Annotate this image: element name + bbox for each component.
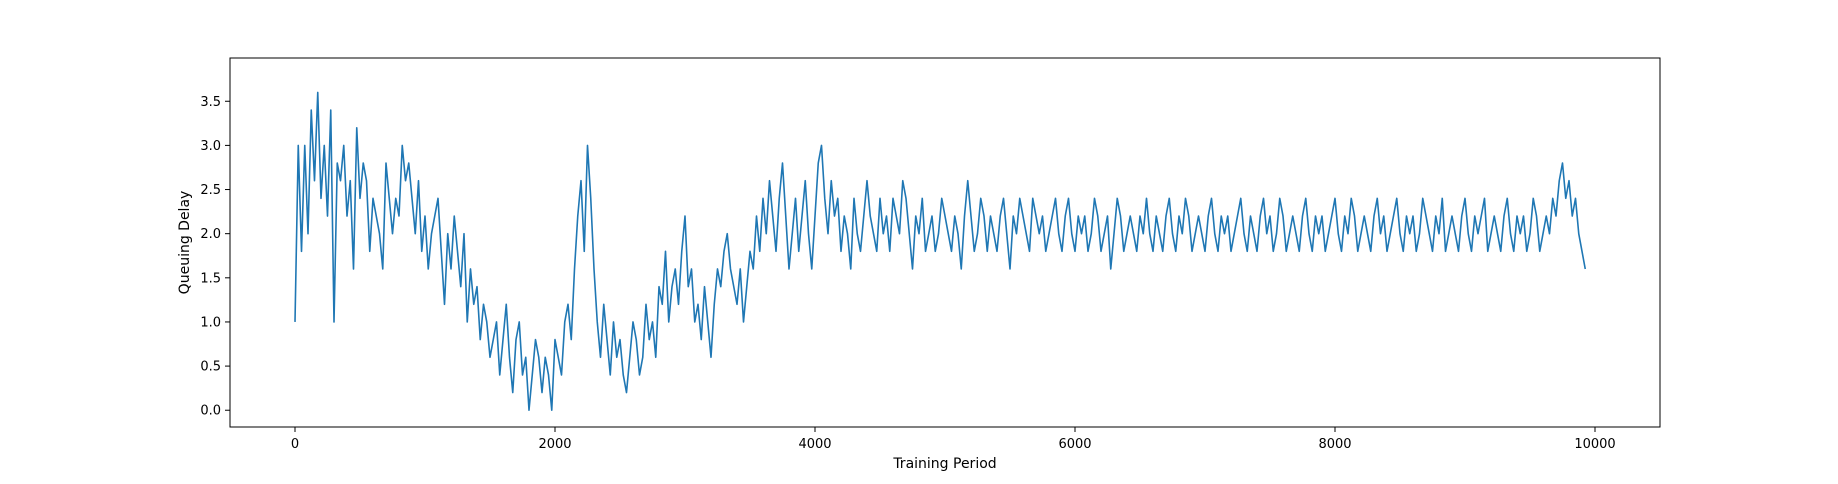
- y-tick-label: 1.0: [200, 315, 221, 330]
- y-tick-label: 0.5: [200, 360, 221, 375]
- x-tick-label: 6000: [1058, 437, 1091, 452]
- x-tick-label: 8000: [1318, 437, 1351, 452]
- y-tick-label: 2.0: [200, 227, 221, 242]
- y-tick-label: 2.5: [200, 183, 221, 198]
- x-tick-label: 4000: [798, 437, 831, 452]
- series-line-0: [294, 91, 1587, 412]
- y-axis-label: Queuing Delay: [177, 191, 193, 295]
- y-tick-label: 3.5: [200, 95, 221, 110]
- axes-frame: [229, 57, 1661, 428]
- x-tick-label: 0: [291, 437, 299, 452]
- x-axis: 0 2000 4000 6000 8000 10000: [291, 427, 1616, 452]
- x-tick-label: 2000: [538, 437, 571, 452]
- y-tick-label: 0.0: [200, 404, 221, 419]
- plot-area: [294, 91, 1587, 412]
- y-tick-label: 1.5: [200, 271, 221, 286]
- y-axis: 0.0 0.5 1.0 1.5 2.0 2.5 3.0 3.5: [200, 95, 230, 419]
- x-tick-label: 10000: [1574, 437, 1615, 452]
- x-axis-label: Training Period: [892, 456, 996, 472]
- y-tick-label: 3.0: [200, 139, 221, 154]
